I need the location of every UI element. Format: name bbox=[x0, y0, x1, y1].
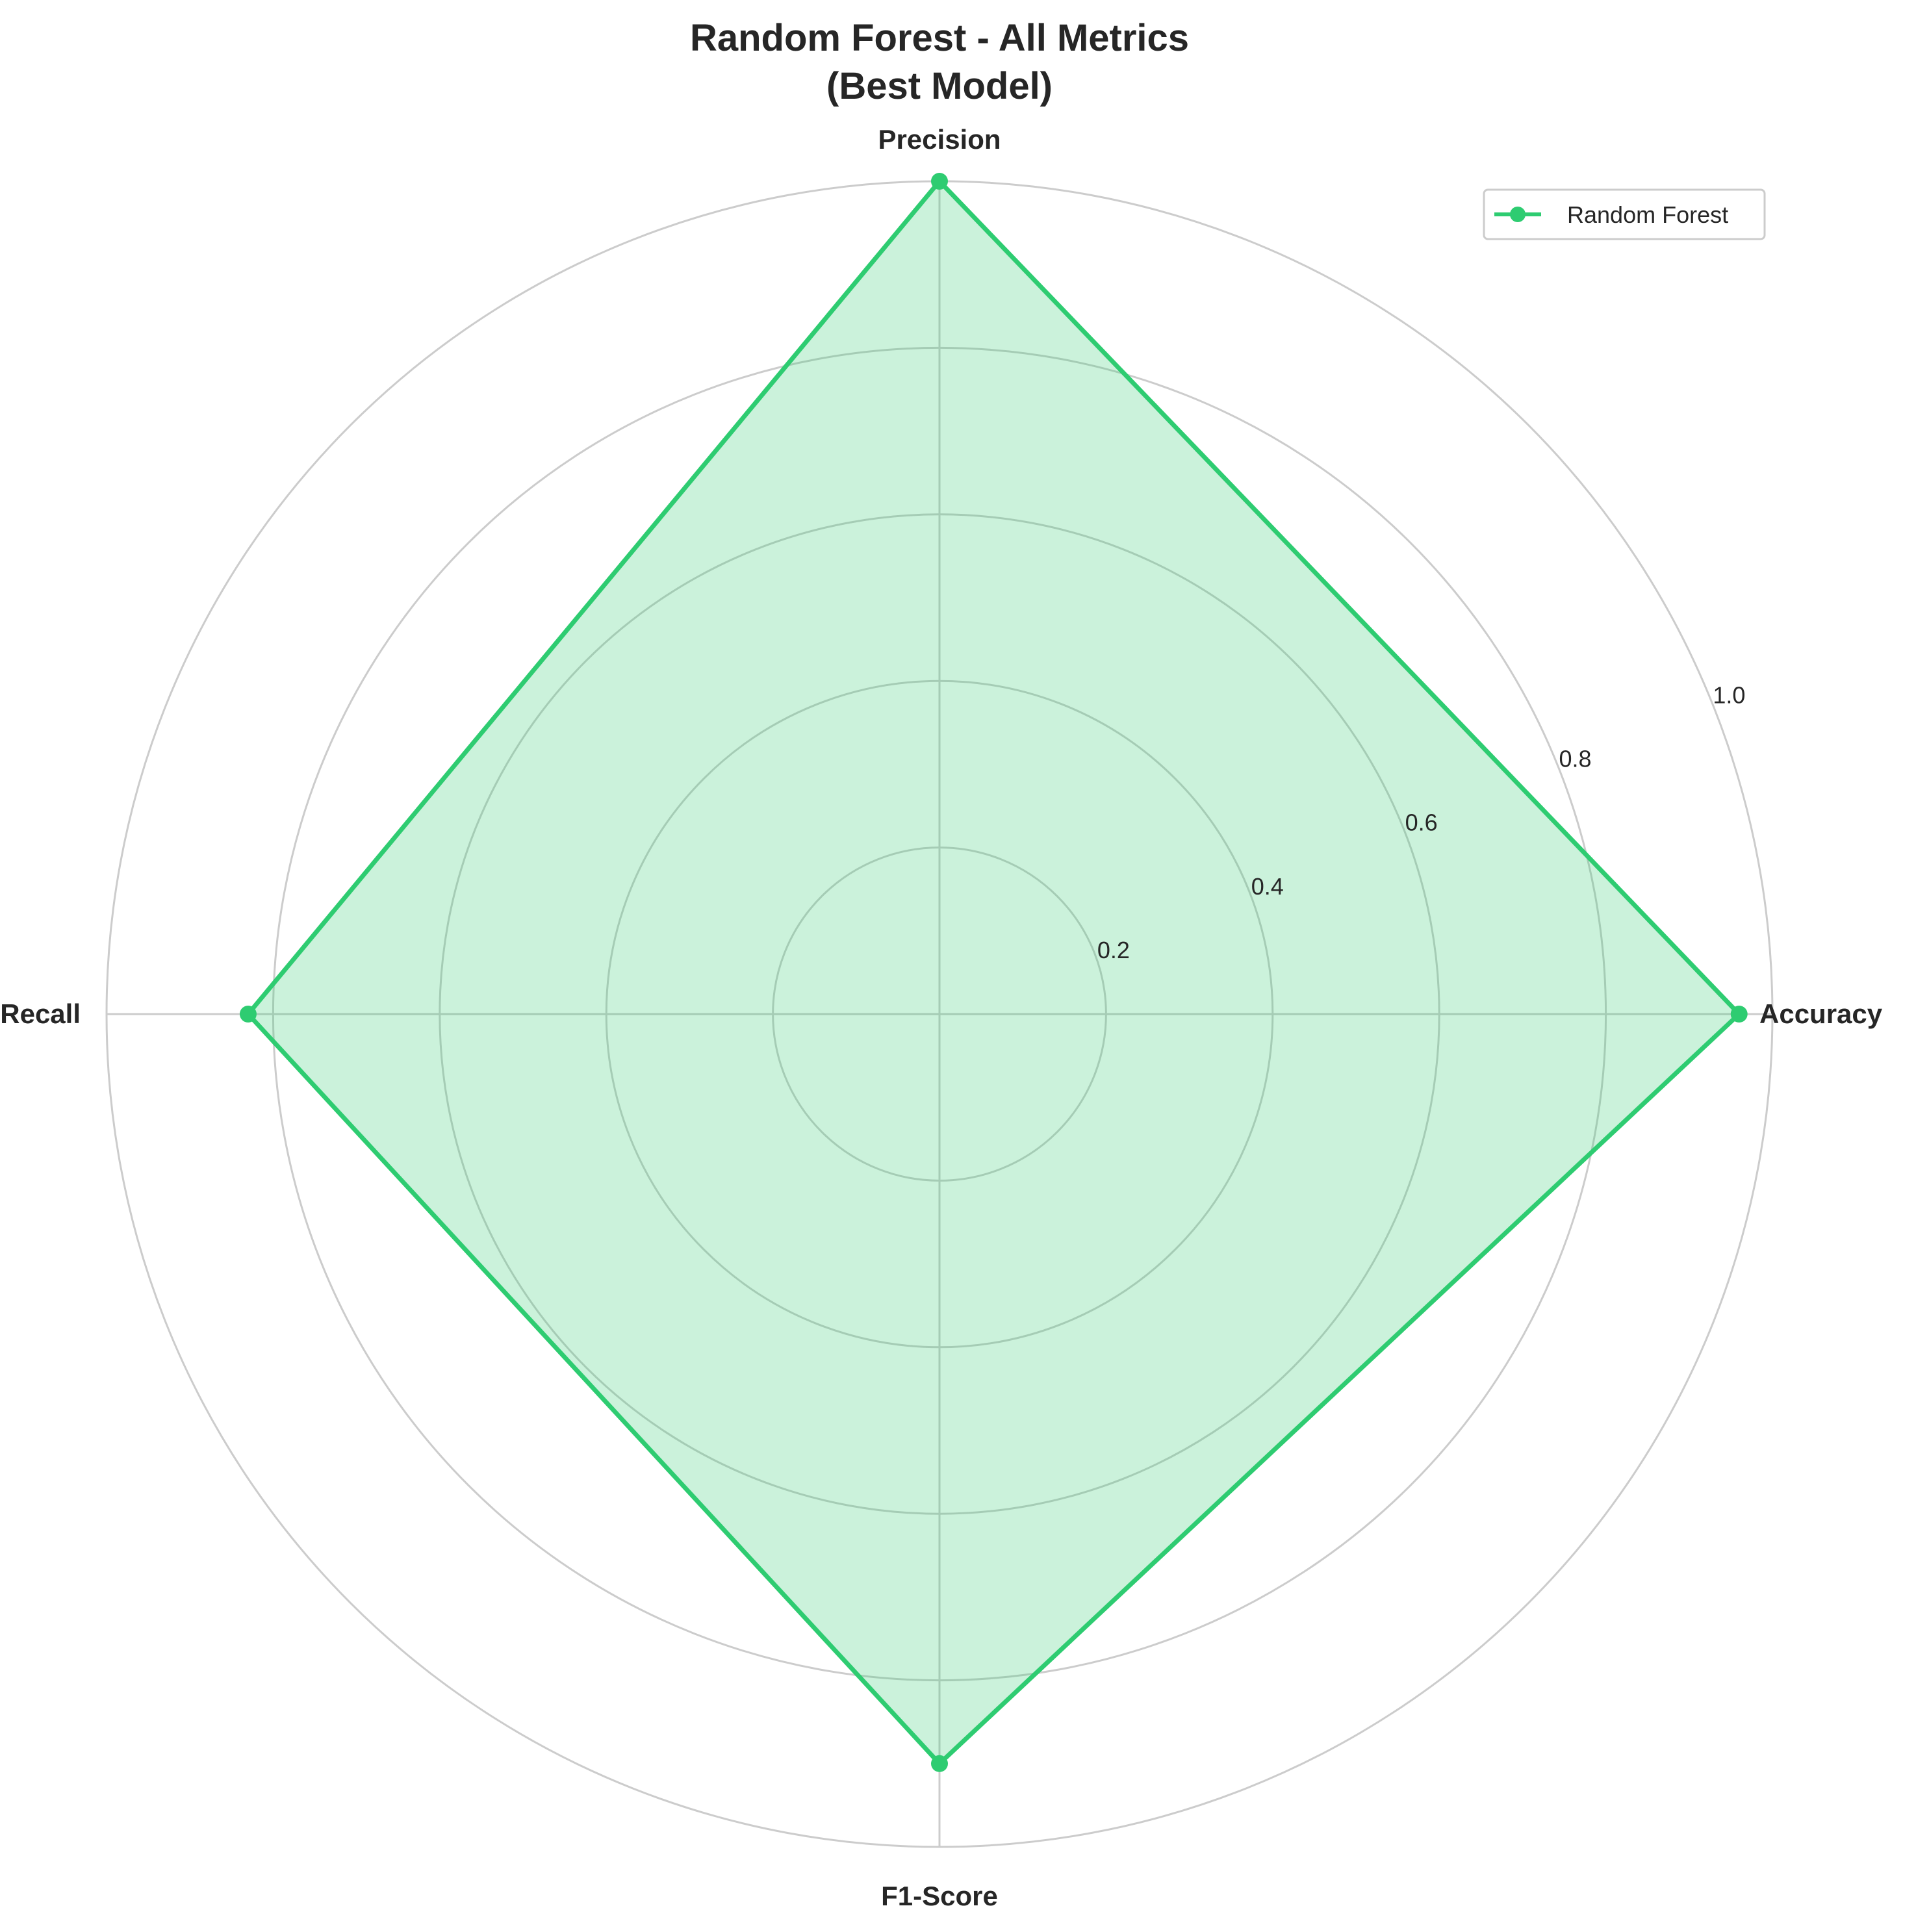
radar-series bbox=[239, 173, 1748, 1772]
data-point-recall bbox=[239, 1006, 257, 1023]
data-point-f1-score bbox=[931, 1755, 948, 1772]
axis-label-recall: Recall bbox=[0, 998, 81, 1029]
series-area bbox=[248, 181, 1739, 1764]
data-point-accuracy bbox=[1730, 1006, 1748, 1023]
radial-tick-label: 1.0 bbox=[1713, 681, 1745, 708]
chart-title-line-1: Random Forest - All Metrics bbox=[690, 17, 1189, 59]
legend-frame bbox=[1483, 188, 1766, 240]
axis-labels: Accuracy Precision Recall F1-Score bbox=[0, 124, 1883, 1911]
radial-tick-label: 0.2 bbox=[1097, 937, 1130, 963]
axis-label-precision: Precision bbox=[878, 124, 1001, 155]
chart-title-line-2: (Best Model) bbox=[826, 65, 1053, 107]
legend: Random Forest bbox=[1483, 188, 1766, 240]
radial-tick-label: 0.6 bbox=[1405, 809, 1438, 836]
legend-marker-icon bbox=[1510, 207, 1526, 222]
chart-title: Random Forest - All Metrics (Best Model) bbox=[690, 17, 1189, 107]
radial-tick-label: 0.4 bbox=[1251, 873, 1284, 900]
radial-tick-label: 0.8 bbox=[1559, 746, 1592, 772]
data-point-precision bbox=[931, 173, 948, 190]
axis-label-f1-score: F1-Score bbox=[881, 1881, 998, 1911]
legend-label: Random Forest bbox=[1567, 201, 1728, 228]
radial-tick-labels: 0.2 0.4 0.6 0.8 1.0 bbox=[1097, 681, 1746, 963]
axis-label-accuracy: Accuracy bbox=[1759, 998, 1883, 1029]
